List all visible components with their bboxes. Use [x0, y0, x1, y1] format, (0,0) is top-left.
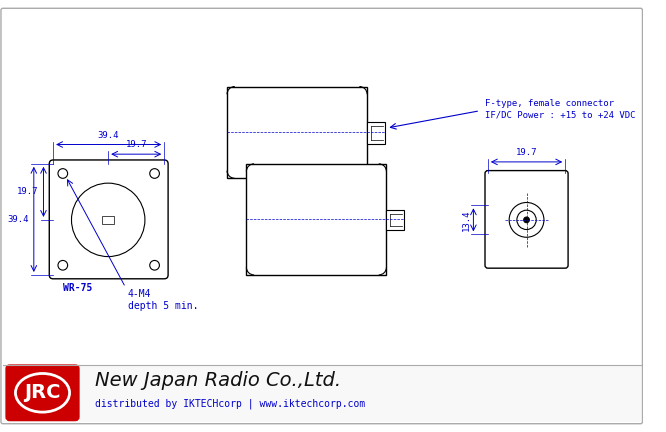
- Circle shape: [509, 203, 544, 237]
- Bar: [103, 216, 114, 224]
- Ellipse shape: [15, 374, 69, 412]
- Circle shape: [517, 210, 536, 229]
- Text: 19.7: 19.7: [125, 140, 147, 149]
- Circle shape: [58, 260, 68, 270]
- Circle shape: [150, 168, 159, 178]
- Text: 19.7: 19.7: [17, 187, 39, 197]
- Text: JRC: JRC: [24, 383, 61, 402]
- Text: 39.4: 39.4: [97, 130, 119, 140]
- Circle shape: [523, 217, 529, 223]
- Circle shape: [150, 260, 159, 270]
- Bar: [386, 210, 404, 229]
- FancyBboxPatch shape: [1, 8, 643, 424]
- Text: 19.7: 19.7: [515, 148, 537, 157]
- FancyBboxPatch shape: [49, 160, 168, 279]
- Text: 4-M4: 4-M4: [127, 289, 151, 299]
- Bar: [246, 164, 386, 275]
- Text: 13.4: 13.4: [462, 209, 470, 231]
- Text: distributed by IKTECHcorp | www.iktechcorp.com: distributed by IKTECHcorp | www.iktechco…: [95, 398, 365, 409]
- FancyBboxPatch shape: [485, 171, 568, 268]
- Text: WR-75: WR-75: [63, 283, 92, 292]
- Text: New Japan Radio Co.,Ltd.: New Japan Radio Co.,Ltd.: [95, 371, 341, 390]
- Bar: [3, 365, 641, 422]
- Text: depth 5 min.: depth 5 min.: [127, 301, 198, 311]
- Text: IF/DC Power : +15 to +24 VDC: IF/DC Power : +15 to +24 VDC: [485, 111, 635, 119]
- Text: 39.4: 39.4: [7, 216, 29, 224]
- Bar: [87, 209, 131, 231]
- Circle shape: [71, 183, 145, 257]
- FancyBboxPatch shape: [7, 366, 79, 420]
- Circle shape: [58, 168, 68, 178]
- Bar: [227, 86, 367, 178]
- Bar: [367, 122, 384, 143]
- Text: F-type, female connector: F-type, female connector: [485, 99, 614, 108]
